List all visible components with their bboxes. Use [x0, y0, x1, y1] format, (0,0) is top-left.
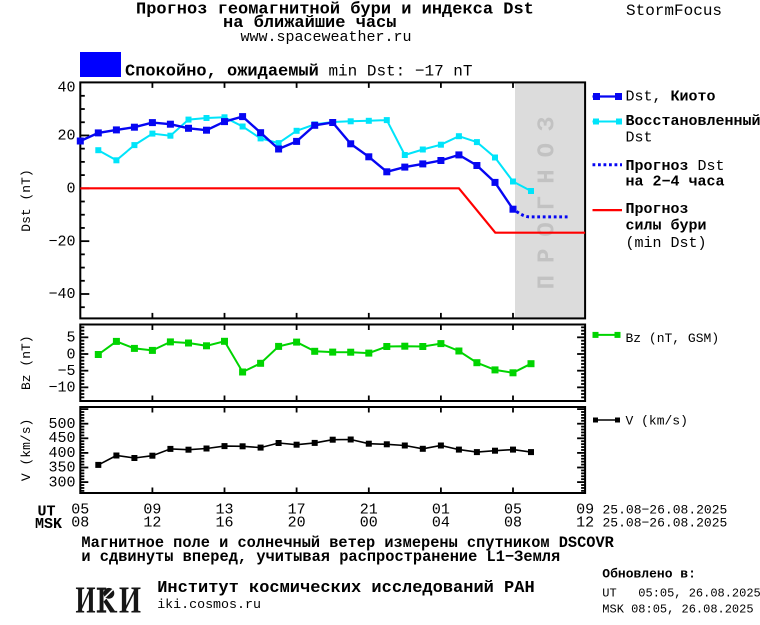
svg-text:Прогноз: Прогноз: [626, 201, 689, 218]
svg-text:04: 04: [432, 515, 450, 532]
svg-text:−5: −5: [57, 363, 75, 380]
svg-text:ПРОГНОЗ: ПРОГНОЗ: [535, 105, 562, 290]
svg-text:5: 5: [66, 330, 75, 347]
svg-text:и сдвинуты вперед, учитывая ра: и сдвинуты вперед, учитывая распростране…: [81, 548, 560, 566]
svg-text:Bz (nT, GSM): Bz (nT, GSM): [626, 331, 720, 346]
svg-text:силы бури: силы бури: [626, 218, 707, 235]
svg-text:StormFocus: StormFocus: [626, 2, 722, 20]
svg-text:−40: −40: [48, 286, 75, 303]
svg-text:20: 20: [288, 515, 306, 532]
svg-text:И: И: [76, 580, 96, 621]
svg-text:на 2−4 часа: на 2−4 часа: [626, 173, 725, 190]
svg-text:Институт космических исследова: Институт космических исследований РАН: [157, 579, 534, 598]
svg-text:V (km/s): V (km/s): [19, 419, 34, 481]
svg-text:20: 20: [57, 128, 75, 145]
svg-text:(min Dst): (min Dst): [626, 235, 707, 252]
svg-text:MSK: MSK: [35, 516, 62, 533]
svg-text:MSK 08:05, 26.08.2025: MSK 08:05, 26.08.2025: [602, 602, 753, 616]
svg-text:12: 12: [143, 515, 161, 532]
svg-text:И: И: [119, 580, 141, 621]
svg-text:−20: −20: [48, 234, 75, 251]
svg-text:00: 00: [360, 515, 378, 532]
svg-text:25.08−26.08.2025: 25.08−26.08.2025: [603, 516, 728, 531]
svg-text:−10: −10: [48, 380, 75, 397]
svg-text:iki.cosmos.ru: iki.cosmos.ru: [157, 597, 261, 612]
svg-text:300: 300: [48, 474, 75, 491]
svg-text:40: 40: [57, 80, 75, 97]
svg-text:V (km/s): V (km/s): [626, 413, 688, 428]
svg-text:www.spaceweather.ru: www.spaceweather.ru: [241, 29, 412, 46]
svg-text:Dst, Киото: Dst, Киото: [626, 89, 716, 106]
svg-text:Восстановленный: Восстановленный: [626, 113, 760, 130]
svg-text:08: 08: [71, 515, 89, 532]
svg-text:0: 0: [66, 346, 75, 363]
svg-text:Dst (nT): Dst (nT): [19, 169, 34, 231]
svg-text:Bz (nT): Bz (nT): [19, 335, 34, 390]
svg-text:12: 12: [576, 515, 594, 532]
svg-text:Спокойно, ожидаемый min Dst: −: Спокойно, ожидаемый min Dst: −17 nT: [125, 63, 472, 82]
svg-text:16: 16: [215, 515, 233, 532]
svg-text:UT 05:05, 26.08.2025: UT 05:05, 26.08.2025: [602, 587, 760, 601]
svg-text:Обновлено в:: Обновлено в:: [602, 567, 696, 582]
svg-text:0: 0: [66, 181, 75, 198]
svg-text:08: 08: [504, 515, 522, 532]
svg-text:Dst: Dst: [626, 129, 653, 146]
